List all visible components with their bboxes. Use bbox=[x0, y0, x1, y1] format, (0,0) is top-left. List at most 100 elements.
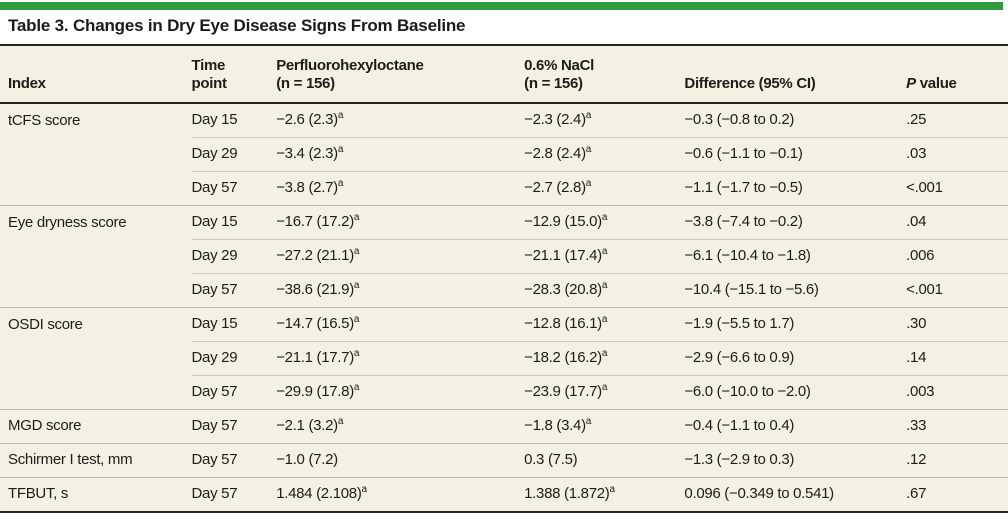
cell-nacl: −12.8 (16.1)a bbox=[524, 307, 685, 342]
cell-index: Eye dryness score bbox=[0, 205, 192, 240]
table-row: Day 57 −38.6 (21.9)a −28.3 (20.8)a −10.4… bbox=[0, 273, 1008, 308]
col-header-index: Index bbox=[0, 46, 192, 104]
cell-perfluorohexyloctane: 1.484 (2.108)a bbox=[276, 477, 525, 512]
cell-index: Schirmer I test, mm bbox=[0, 443, 192, 478]
cell-index: TFBUT, s bbox=[0, 477, 192, 512]
cell-difference: −2.9 (−6.6 to 0.9) bbox=[684, 341, 907, 376]
cell-nacl: −2.7 (2.8)a bbox=[524, 171, 685, 206]
col-header-nacl: 0.6% NaCl (n = 156) bbox=[524, 46, 685, 104]
cell-nacl: −2.8 (2.4)a bbox=[524, 137, 685, 172]
cell-p-value: .04 bbox=[906, 205, 1008, 240]
cell-difference: −1.9 (−5.5 to 1.7) bbox=[684, 307, 907, 342]
cell-p-value: .003 bbox=[906, 375, 1008, 410]
cell-time-point: Day 57 bbox=[191, 477, 277, 512]
cell-perfluorohexyloctane: −1.0 (7.2) bbox=[276, 443, 525, 478]
table-row: Day 29 −27.2 (21.1)a −21.1 (17.4)a −6.1 … bbox=[0, 239, 1008, 274]
cell-difference: −1.3 (−2.9 to 0.3) bbox=[684, 443, 907, 478]
cell-time-point: Day 57 bbox=[191, 443, 277, 478]
cell-index: tCFS score bbox=[8, 111, 81, 129]
table-row: Eye dryness score Day 15 −16.7 (17.2)a −… bbox=[0, 205, 1008, 240]
cell-index: OSDI score bbox=[0, 307, 192, 342]
cell-difference: −6.1 (−10.4 to −1.8) bbox=[684, 239, 907, 274]
cell-p-value: <.001 bbox=[906, 171, 1008, 206]
table-row: OSDI score Day 15 −14.7 (16.5)a −12.8 (1… bbox=[0, 307, 1008, 342]
cell-p-value: .30 bbox=[906, 307, 1008, 342]
table-row: Day 57 −29.9 (17.8)a −23.9 (17.7)a −6.0 … bbox=[0, 375, 1008, 410]
cell-perfluorohexyloctane: −27.2 (21.1)a bbox=[276, 239, 525, 274]
signs-table: Index Time point Perfluorohexyloctane (n… bbox=[0, 46, 1008, 513]
cell-nacl: 0.3 (7.5) bbox=[524, 443, 685, 478]
cell-index: MGD score bbox=[0, 409, 192, 444]
cell-p-value: .12 bbox=[906, 443, 1008, 478]
cell-difference: −1.1 (−1.7 to −0.5) bbox=[684, 171, 907, 206]
table-row: MGD score Day 57 −2.1 (3.2)a −1.8 (3.4)a… bbox=[0, 409, 1008, 444]
table-row: Schirmer I test, mm Day 57 −1.0 (7.2) 0.… bbox=[0, 443, 1008, 478]
table-row: tCFS score Day 15 −2.6 (2.3)a −2.3 (2.4)… bbox=[0, 103, 1008, 138]
cell-difference: −0.4 (−1.1 to 0.4) bbox=[684, 409, 907, 444]
cell-p-value: .14 bbox=[906, 341, 1008, 376]
table-row: TFBUT, s Day 57 1.484 (2.108)a 1.388 (1.… bbox=[0, 477, 1008, 512]
cell-time-point: Day 57 bbox=[191, 375, 277, 410]
cell-perfluorohexyloctane: −2.1 (3.2)a bbox=[276, 409, 525, 444]
cell-perfluorohexyloctane: −3.8 (2.7)a bbox=[276, 171, 525, 206]
col-header-p-value: P value bbox=[906, 46, 1008, 104]
cell-difference: 0.096 (−0.349 to 0.541) bbox=[684, 477, 907, 512]
cell-p-value: .006 bbox=[906, 239, 1008, 274]
cell-index bbox=[0, 274, 192, 308]
cell-perfluorohexyloctane: −3.4 (2.3)a bbox=[276, 137, 525, 172]
cell-p-value: .03 bbox=[906, 137, 1008, 172]
cell-p-value: .33 bbox=[906, 409, 1008, 444]
cell-perfluorohexyloctane: −38.6 (21.9)a bbox=[276, 273, 525, 308]
cell-time-point: Day 29 bbox=[191, 239, 277, 274]
cell-difference: −0.3 (−0.8 to 0.2) bbox=[684, 111, 795, 129]
cell-time-point: Day 57 bbox=[191, 273, 277, 308]
table-row: Day 29 −3.4 (2.3)a −2.8 (2.4)a −0.6 (−1.… bbox=[0, 137, 1008, 172]
table-row: Day 29 −21.1 (17.7)a −18.2 (16.2)a −2.9 … bbox=[0, 341, 1008, 376]
cell-time-point: Day 29 bbox=[191, 341, 277, 376]
cell-nacl: −21.1 (17.4)a bbox=[524, 239, 685, 274]
cell-time-point: Day 29 bbox=[191, 137, 277, 172]
cell-nacl: −18.2 (16.2)a bbox=[524, 341, 685, 376]
table-row: Day 57 −3.8 (2.7)a −2.7 (2.8)a −1.1 (−1.… bbox=[0, 171, 1008, 206]
cell-perfluorohexyloctane: −21.1 (17.7)a bbox=[276, 341, 525, 376]
cell-difference: −10.4 (−15.1 to −5.6) bbox=[684, 273, 907, 308]
cell-perfluorohexyloctane: −2.6 (2.3)a bbox=[276, 110, 344, 129]
cell-nacl: −28.3 (20.8)a bbox=[524, 273, 685, 308]
accent-bar bbox=[0, 2, 1003, 10]
cell-index bbox=[0, 138, 192, 172]
table-wrap: Index Time point Perfluorohexyloctane (n… bbox=[0, 46, 1008, 513]
col-header-difference: Difference (95% CI) bbox=[684, 46, 907, 104]
cell-index bbox=[0, 342, 192, 376]
cell-difference: −0.6 (−1.1 to −0.1) bbox=[684, 137, 907, 172]
cell-time-point: Day 57 bbox=[191, 409, 277, 444]
cell-difference: −3.8 (−7.4 to −0.2) bbox=[684, 205, 907, 240]
cell-difference: −6.0 (−10.0 to −2.0) bbox=[684, 375, 907, 410]
cell-nacl: −2.3 (2.4)a bbox=[524, 110, 592, 129]
cell-p-value: <.001 bbox=[906, 273, 1008, 308]
title-rule bbox=[0, 44, 1008, 46]
header-row: Index Time point Perfluorohexyloctane (n… bbox=[0, 46, 1008, 104]
table-body: tCFS score Day 15 −2.6 (2.3)a −2.3 (2.4)… bbox=[0, 103, 1008, 512]
p-value-rest: value bbox=[915, 75, 957, 93]
cell-index bbox=[0, 172, 192, 206]
col-header-perfluorohexyloctane: Perfluorohexyloctane (n = 156) bbox=[276, 46, 525, 104]
col-header-time-point: Time point bbox=[191, 46, 277, 104]
cell-time-point: Day 15 bbox=[191, 111, 238, 129]
cell-nacl: −12.9 (15.0)a bbox=[524, 205, 685, 240]
p-value-italic: P bbox=[906, 75, 916, 93]
cell-time-point: Day 57 bbox=[191, 171, 277, 206]
cell-nacl: −23.9 (17.7)a bbox=[524, 375, 685, 410]
cell-time-point: Day 15 bbox=[191, 307, 277, 342]
cell-nacl: −1.8 (3.4)a bbox=[524, 409, 685, 444]
cell-perfluorohexyloctane: −16.7 (17.2)a bbox=[276, 205, 525, 240]
cell-p-value: .25 bbox=[906, 111, 927, 129]
cell-time-point: Day 15 bbox=[191, 205, 277, 240]
cell-perfluorohexyloctane: −14.7 (16.5)a bbox=[276, 307, 525, 342]
cell-index bbox=[0, 240, 192, 274]
cell-perfluorohexyloctane: −29.9 (17.8)a bbox=[276, 375, 525, 410]
cell-nacl: 1.388 (1.872)a bbox=[524, 477, 685, 512]
cell-index bbox=[0, 376, 192, 410]
cell-p-value: .67 bbox=[906, 477, 1008, 512]
table-title: Table 3. Changes in Dry Eye Disease Sign… bbox=[8, 16, 466, 35]
